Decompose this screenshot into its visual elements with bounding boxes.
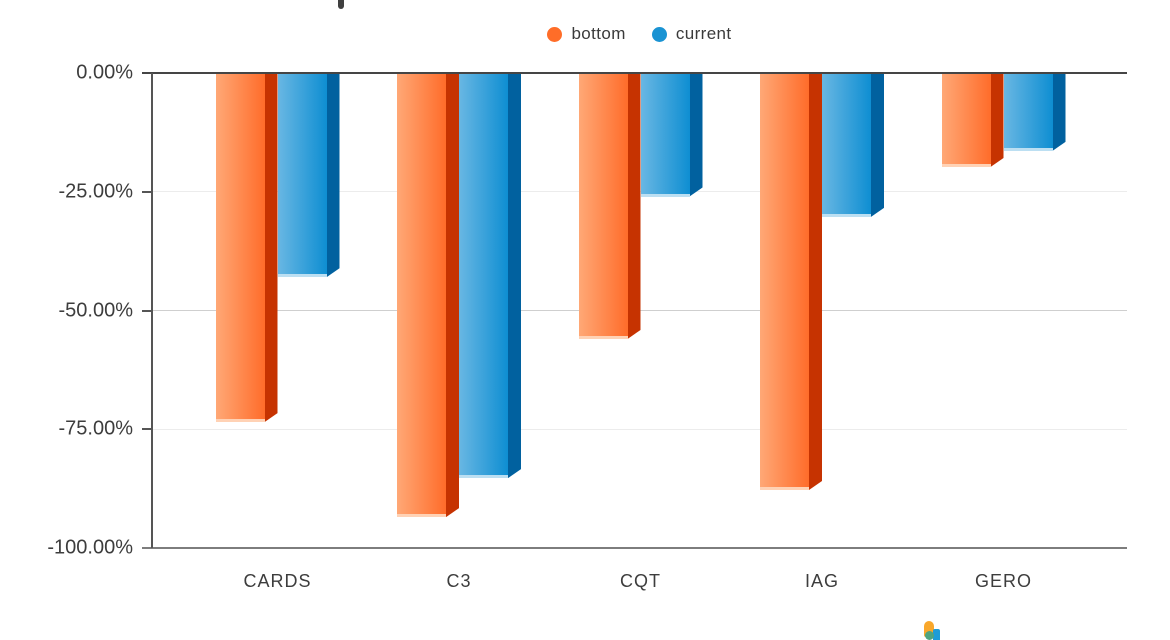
bar-side-face (1053, 73, 1066, 151)
x-axis-label-cards: CARDS (243, 571, 312, 591)
bar-side-face (508, 73, 521, 478)
legend-marker-bottom-icon (547, 26, 563, 42)
x-axis-zero-line (142, 72, 1127, 74)
bar-current-gero[interactable] (1003, 73, 1066, 151)
cropped-title-fragment (338, 0, 344, 9)
logo-blue-shape (933, 629, 940, 640)
bar-bottom-gero[interactable] (941, 73, 1004, 168)
bar-bottom-cards[interactable] (215, 73, 278, 423)
bar-side-face (446, 73, 459, 517)
bar-bottom-c3[interactable] (397, 73, 459, 518)
bar-front-face (822, 73, 871, 217)
x-axis-label-cqt: CQT (620, 571, 661, 591)
legend-label: current (675, 24, 732, 43)
bar-side-face (991, 73, 1004, 167)
bar-side-face (628, 73, 641, 339)
bar-front-face (1003, 73, 1053, 151)
bar-side-face (690, 73, 703, 197)
gridline (152, 428, 1127, 430)
bar-front-face (640, 73, 690, 197)
y-axis-label: -25.00% (58, 180, 134, 203)
bar-front-face (215, 73, 265, 423)
logo-teal-shape (925, 631, 934, 640)
bar-bottom-cqt[interactable] (578, 73, 641, 339)
bar-side-face (809, 73, 822, 490)
y-axis-tickmark (142, 190, 152, 193)
bar-current-c3[interactable] (459, 73, 521, 479)
legend-item-bottom[interactable]: bottom (547, 24, 625, 44)
legend-marker-current-icon (651, 26, 667, 42)
y-axis-tickmark (142, 428, 152, 431)
x-axis-label-c3: C3 (446, 571, 472, 591)
y-axis-line (151, 73, 153, 548)
chart-legend: bottom current (152, 24, 1127, 44)
legend-label: bottom (571, 24, 626, 43)
bar-current-cards[interactable] (277, 73, 340, 278)
bar-side-face (327, 73, 340, 277)
bar-bottom-iag[interactable] (760, 73, 822, 491)
bar-current-cqt[interactable] (640, 73, 703, 197)
y-axis-label: 0.00% (76, 61, 133, 84)
bar-side-face (871, 73, 884, 217)
bar-current-iag[interactable] (822, 73, 884, 217)
bar-front-face (941, 73, 991, 168)
logo-orange-shape (924, 621, 934, 637)
bar-front-face (277, 73, 327, 278)
y-axis-label: -50.00% (58, 299, 134, 321)
bar-front-face (459, 73, 508, 479)
watermark-logo-icon (922, 620, 944, 640)
y-axis-label: -100.00% (47, 536, 133, 559)
bar-front-face (578, 73, 628, 339)
bar-front-face (760, 73, 809, 491)
x-axis-label-gero: GERO (974, 571, 1032, 591)
bar-front-face (397, 73, 446, 518)
y-axis-tickmark (142, 309, 152, 312)
bar-side-face (265, 73, 278, 422)
x-axis-label-iag: IAG (804, 571, 839, 591)
x-axis-baseline (142, 547, 1127, 549)
y-axis-label: -75.00% (58, 417, 134, 440)
legend-item-current[interactable]: current (651, 24, 732, 44)
